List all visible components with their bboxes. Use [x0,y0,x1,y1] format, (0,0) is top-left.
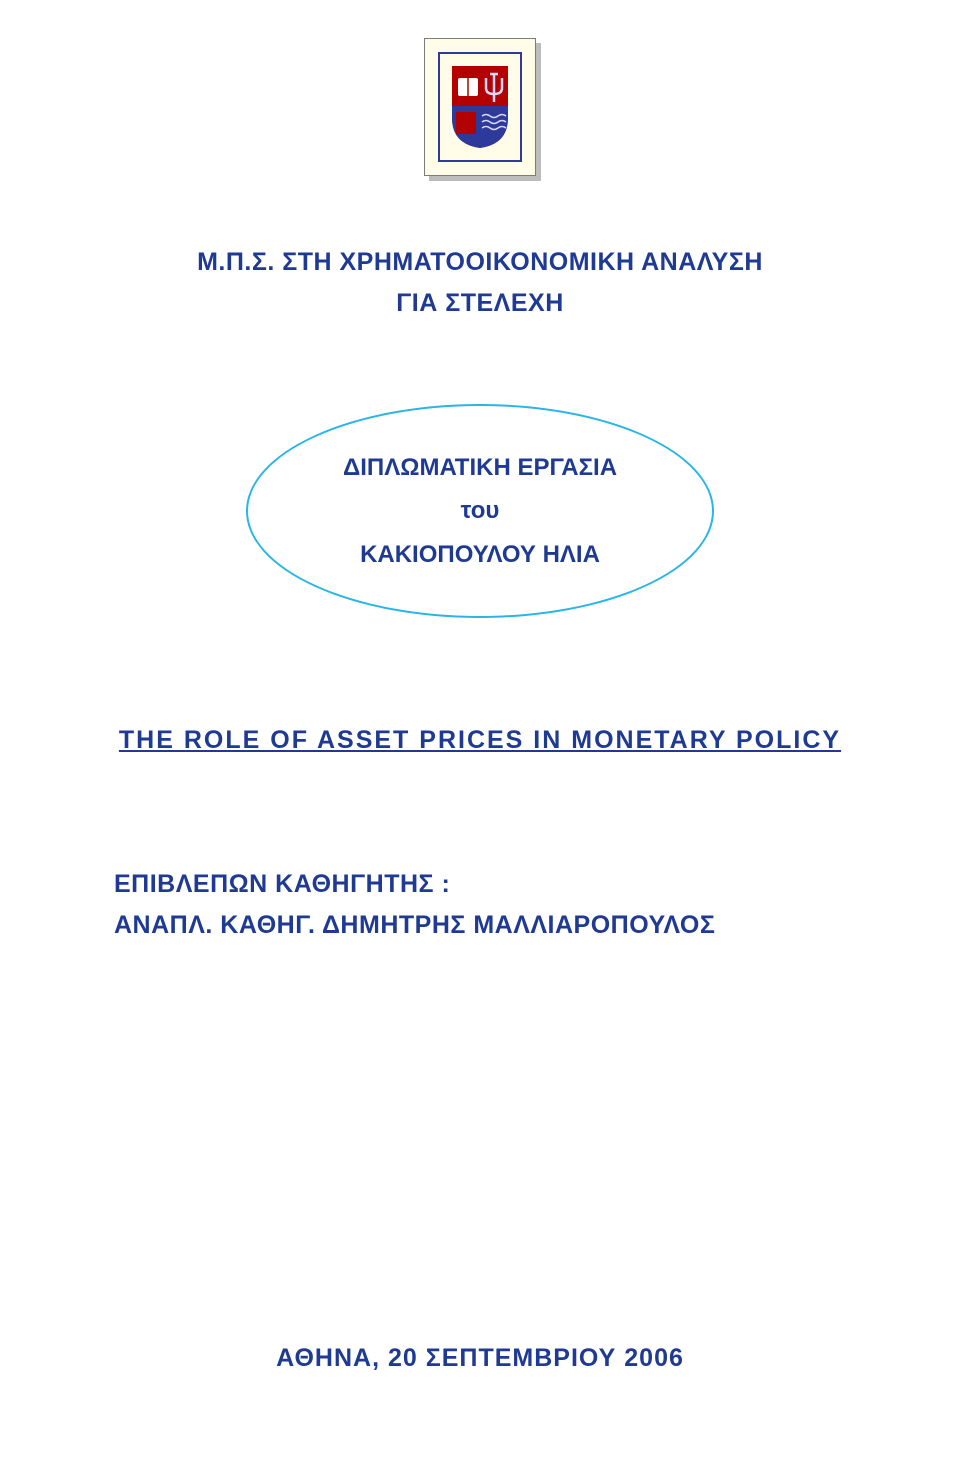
logo-outer-frame [424,38,536,176]
university-logo [424,38,536,176]
author-ellipse: ΔΙΠΛΩΜΑΤΙΚΗ ΕΡΓΑΣΙΑ του ΚΑΚΙΟΠΟΥΛΟΥ ΗΛΙΑ [246,404,714,618]
program-line1: Μ.Π.Σ. ΣΤΗ ΧΡΗΜΑΤΟΟΙΚΟΝΟΜΙΚΗ ΑΝΑΛΥΣΗ [197,248,763,276]
supervisor-name: ΑΝΑΠΛ. ΚΑΘΗΓ. ΔΗΜΗΤΡΗΣ ΜΑΛΛΙΑΡΟΠΟΥΛΟΣ [114,911,715,939]
ellipse-line1: ΔΙΠΛΩΜΑΤΙΚΗ ΕΡΓΑΣΙΑ [343,446,617,489]
program-title: Μ.Π.Σ. ΣΤΗ ΧΡΗΜΑΤΟΟΙΚΟΝΟΜΙΚΗ ΑΝΑΛΥΣΗ ΓΙΑ… [0,242,960,325]
supervisor-label: ΕΠΙΒΛΕΠΩΝ ΚΑΘΗΓΗΤΗΣ : [114,870,450,898]
footer-date: ΑΘΗΝΑ, 20 ΣΕΠΤΕΜΒΡΙΟΥ 2006 [0,1344,960,1373]
cover-page: Μ.Π.Σ. ΣΤΗ ΧΡΗΜΑΤΟΟΙΚΟΝΟΜΙΚΗ ΑΝΑΛΥΣΗ ΓΙΑ… [0,0,960,1461]
logo-crest-icon [450,64,510,150]
logo-frame-shadow [424,38,536,176]
supervisor-block: ΕΠΙΒΛΕΠΩΝ ΚΑΘΗΓΗΤΗΣ : ΑΝΑΠΛ. ΚΑΘΗΓ. ΔΗΜΗ… [114,864,715,947]
ellipse-content: ΔΙΠΛΩΜΑΤΙΚΗ ΕΡΓΑΣΙΑ του ΚΑΚΙΟΠΟΥΛΟΥ ΗΛΙΑ [246,404,714,618]
ellipse-line3: ΚΑΚΙΟΠΟΥΛΟΥ ΗΛΙΑ [360,533,600,576]
thesis-title: THE ROLE OF ASSET PRICES IN MONETARY POL… [0,726,960,755]
ellipse-line2: του [461,489,500,532]
program-line2: ΓΙΑ ΣΤΕΛΕΧΗ [396,289,564,317]
shield-quadrant [456,112,476,134]
logo-inner-frame [438,52,522,162]
